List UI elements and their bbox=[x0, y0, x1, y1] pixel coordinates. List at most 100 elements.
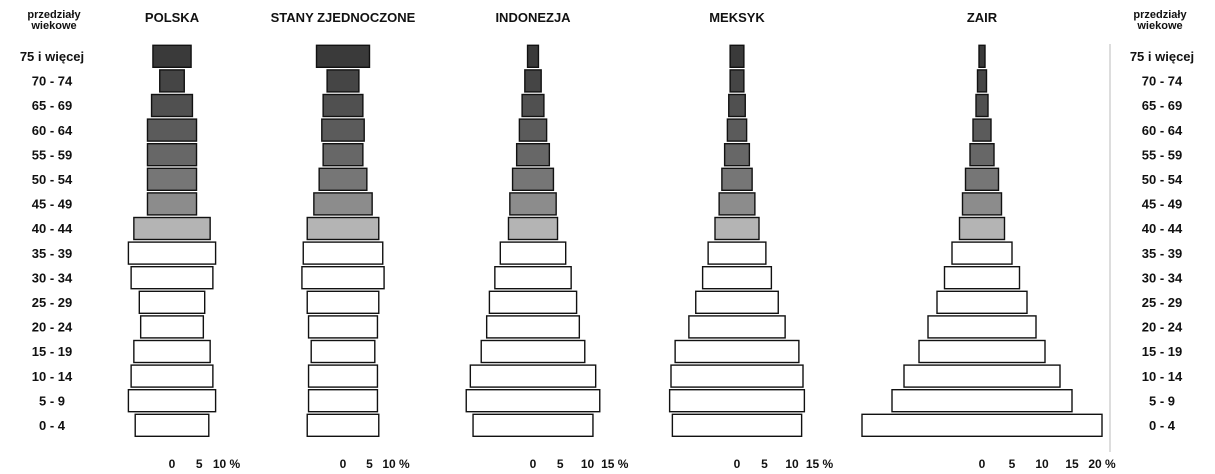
age-label-right: 60 - 64 bbox=[1142, 123, 1183, 138]
age-label-right: 50 - 54 bbox=[1142, 172, 1183, 187]
pyramid-bar bbox=[472, 413, 594, 437]
age-label-left: 65 - 69 bbox=[32, 98, 72, 113]
pyramid-bar bbox=[306, 413, 380, 437]
age-label-left: 25 - 29 bbox=[32, 295, 72, 310]
pyramid-bar bbox=[728, 93, 746, 118]
age-label-left: 50 - 54 bbox=[32, 172, 73, 187]
age-label-left: 40 - 44 bbox=[32, 221, 73, 236]
pyramid-bar bbox=[133, 339, 211, 364]
pyramid-title: INDONEZJA bbox=[495, 10, 571, 25]
pyramid-bar bbox=[307, 315, 379, 339]
x-tick-label: 0 bbox=[169, 457, 176, 471]
pyramid-bar bbox=[526, 44, 540, 68]
pyramid-bar bbox=[674, 339, 800, 364]
age-label-left: 15 - 19 bbox=[32, 344, 72, 359]
pyramid-bar bbox=[306, 216, 380, 241]
pyramid-bar bbox=[499, 241, 567, 265]
pyramid-bar bbox=[718, 192, 756, 216]
pyramid-bar bbox=[321, 118, 365, 142]
age-label-left: 10 - 14 bbox=[32, 369, 73, 384]
age-label-right: 0 - 4 bbox=[1149, 418, 1176, 433]
pyramid-bar bbox=[480, 339, 586, 364]
age-label-right: 70 - 74 bbox=[1142, 74, 1183, 89]
pyramid-bar bbox=[302, 241, 384, 265]
pyramid-bar bbox=[961, 192, 1003, 216]
x-tick-label: 0 bbox=[734, 457, 741, 471]
x-tick-label: 5 bbox=[1009, 457, 1016, 471]
age-axis-header-right: przedziały bbox=[1133, 9, 1187, 21]
pyramid-bar bbox=[130, 266, 214, 290]
x-tick-label: 5 bbox=[557, 457, 564, 471]
pyramid-bar bbox=[127, 389, 217, 413]
pyramid-bar bbox=[306, 290, 380, 314]
pyramid-bar bbox=[310, 339, 376, 364]
pyramid-title: ZAIR bbox=[967, 10, 998, 25]
age-label-left: 70 - 74 bbox=[32, 74, 73, 89]
pyramid-bar bbox=[707, 241, 767, 265]
x-tick-label: 10 % bbox=[213, 457, 241, 471]
pyramid-bar bbox=[729, 44, 745, 68]
x-tick-label: 10 bbox=[785, 457, 799, 471]
pyramid-bar bbox=[494, 266, 572, 290]
x-tick-label: 20 % bbox=[1088, 457, 1116, 471]
age-axis-header-left: wiekowe bbox=[30, 20, 76, 32]
age-label-right: 35 - 39 bbox=[1142, 246, 1182, 261]
age-label-right: 45 - 49 bbox=[1142, 197, 1182, 212]
age-axis-header-right: wiekowe bbox=[1136, 20, 1182, 32]
age-label-left: 60 - 64 bbox=[32, 123, 73, 138]
pyramid-bar bbox=[133, 216, 211, 241]
pyramid-bar bbox=[307, 364, 379, 388]
pyramid-bar bbox=[152, 44, 192, 68]
pyramid-bar bbox=[521, 93, 545, 118]
age-label-right: 75 i więcej bbox=[1130, 49, 1194, 64]
pyramid-bar bbox=[714, 216, 760, 241]
pyramid-bar bbox=[688, 315, 786, 339]
pyramid-bar bbox=[326, 69, 360, 93]
pyramid-bar bbox=[139, 315, 205, 339]
age-label-left: 45 - 49 bbox=[32, 197, 72, 212]
x-tick-label: 15 bbox=[1065, 457, 1079, 471]
pyramid-bar bbox=[958, 216, 1006, 241]
age-label-left: 5 - 9 bbox=[39, 393, 65, 408]
pyramid-bar bbox=[150, 93, 194, 118]
pyramid-bar bbox=[301, 266, 385, 290]
x-tick-label: 10 bbox=[581, 457, 595, 471]
pyramid-bar bbox=[146, 167, 198, 192]
pyramid-bar bbox=[695, 290, 779, 314]
x-tick-label: 15 % bbox=[806, 457, 834, 471]
pyramid-bar bbox=[975, 93, 989, 118]
age-label-right: 65 - 69 bbox=[1142, 98, 1182, 113]
pyramid-bar bbox=[524, 69, 542, 93]
pyramid-bar bbox=[671, 413, 803, 437]
pyramid-bar bbox=[507, 216, 559, 241]
pyramid-bar bbox=[976, 69, 988, 93]
pyramid-title: STANY ZJEDNOCZONE bbox=[271, 10, 416, 25]
age-label-right: 20 - 24 bbox=[1142, 320, 1183, 335]
pyramid-bar bbox=[130, 364, 214, 388]
age-label-right: 40 - 44 bbox=[1142, 221, 1183, 236]
pyramid-bar bbox=[313, 192, 373, 216]
x-tick-label: 10 % bbox=[382, 457, 410, 471]
pyramid-bar bbox=[488, 290, 578, 314]
x-tick-label: 0 bbox=[340, 457, 347, 471]
age-label-left: 0 - 4 bbox=[39, 418, 66, 433]
age-label-left: 20 - 24 bbox=[32, 320, 73, 335]
pyramid-bar bbox=[951, 241, 1013, 265]
age-label-right: 55 - 59 bbox=[1142, 147, 1182, 162]
pyramid-bar bbox=[668, 389, 806, 413]
pyramid-bar bbox=[138, 290, 206, 314]
pyramid-bar bbox=[322, 93, 364, 118]
pyramid-bar bbox=[726, 118, 748, 142]
pyramid-bar bbox=[972, 118, 992, 142]
x-tick-label: 5 bbox=[196, 457, 203, 471]
age-label-left: 35 - 39 bbox=[32, 246, 72, 261]
pyramid-bar bbox=[936, 290, 1028, 314]
pyramid-bar bbox=[511, 167, 555, 192]
pyramid-bar bbox=[518, 118, 548, 142]
pyramid-bar bbox=[159, 69, 185, 93]
pyramid-bar bbox=[134, 413, 210, 437]
x-tick-label: 5 bbox=[761, 457, 768, 471]
pyramid-bar bbox=[918, 339, 1046, 364]
